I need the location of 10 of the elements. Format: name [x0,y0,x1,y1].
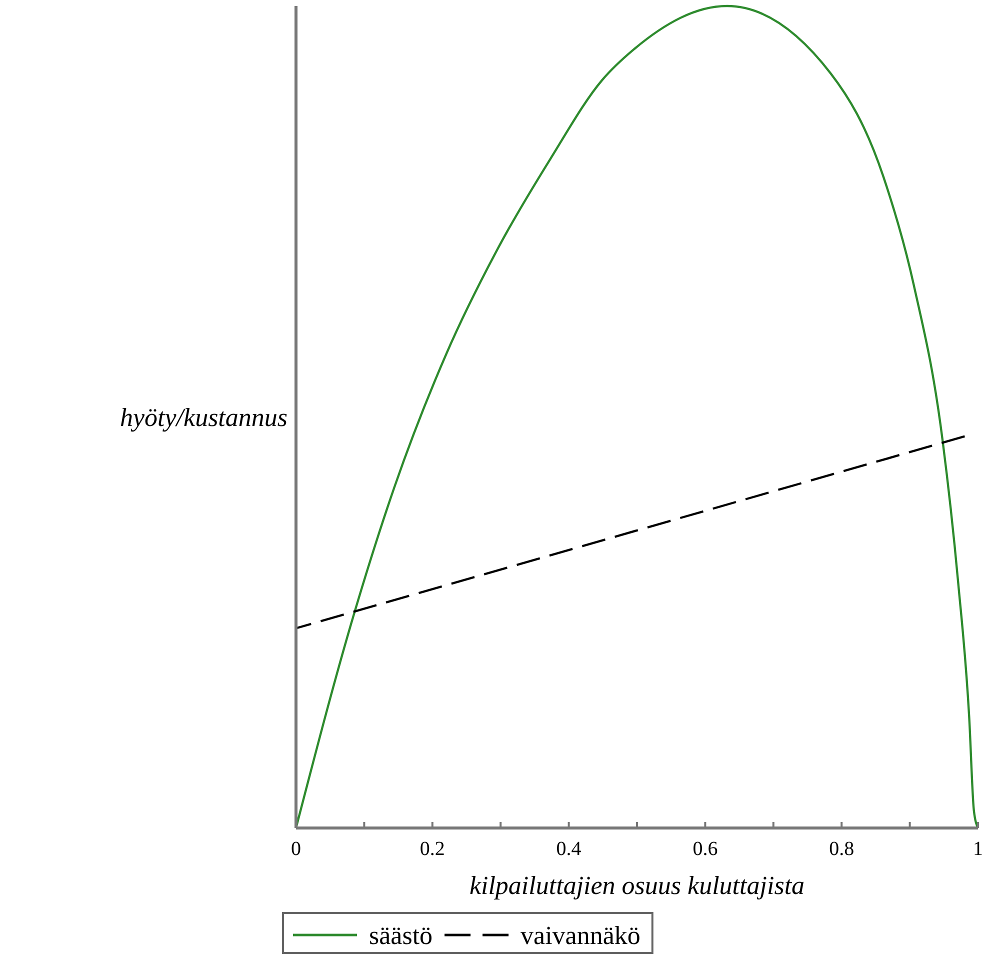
y-axis-title: hyöty/kustannus [120,403,288,432]
x-tick-label: 0.2 [420,838,445,860]
x-tick-label: 0.6 [692,838,718,860]
x-tick-label: 0.4 [556,838,582,860]
x-tick-label: 0 [291,838,301,860]
legend-label: säästö [369,921,433,950]
x-axis-title: kilpailuttajien osuus kuluttajista [469,871,805,900]
legend-label: vaivannäkö [520,921,640,950]
x-tick-label: 0.8 [829,838,854,860]
x-tick-label: 1 [973,838,983,860]
